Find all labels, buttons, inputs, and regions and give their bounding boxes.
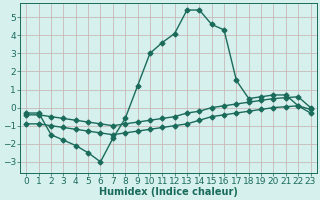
X-axis label: Humidex (Indice chaleur): Humidex (Indice chaleur) xyxy=(99,187,238,197)
